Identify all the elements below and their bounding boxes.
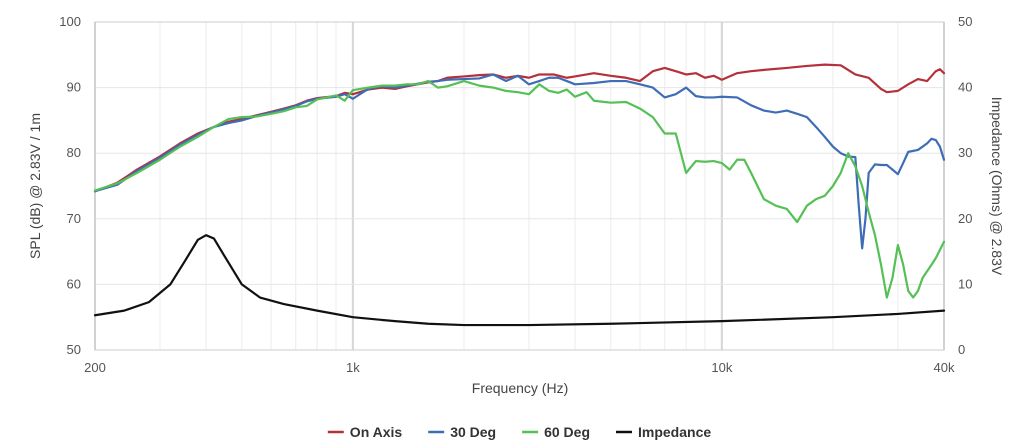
y2-tick-label: 50	[958, 14, 972, 29]
x-tick-label: 40k	[934, 360, 955, 375]
y2-tick-label: 30	[958, 145, 972, 160]
legend-item-on-axis[interactable]: On Axis	[327, 424, 403, 440]
legend-item-impedance[interactable]: Impedance	[616, 424, 711, 440]
y-tick-label: 70	[67, 211, 81, 226]
grid-layer	[94, 21, 945, 351]
legend-label: Impedance	[638, 424, 711, 440]
y-tick-label: 90	[67, 80, 81, 95]
y2-tick-label: 0	[958, 342, 965, 357]
series-layer	[93, 63, 946, 327]
legend-label: On Axis	[350, 424, 403, 440]
x-tick-label: 200	[84, 360, 106, 375]
y2-tick-label: 40	[958, 80, 972, 95]
series-line-30-deg	[93, 73, 946, 250]
legend-item-60-deg[interactable]: 60 Deg	[522, 424, 590, 440]
legend: On Axis 30 Deg 60 Deg Impedance	[327, 424, 711, 440]
legend-label: 30 Deg	[450, 424, 496, 440]
y-tick-label: 60	[67, 276, 81, 291]
y2-tick-label: 10	[958, 276, 972, 291]
y-tick-label: 100	[59, 14, 81, 29]
plot-border	[94, 21, 945, 351]
x-axis-title: Frequency (Hz)	[472, 380, 568, 396]
series-line-60-deg	[93, 79, 946, 299]
y-tick-label: 50	[67, 342, 81, 357]
legend-label: 60 Deg	[544, 424, 590, 440]
y2-axis-title: Impedance (Ohms) @ 2.83V	[989, 97, 1005, 276]
y-tick-label: 80	[67, 145, 81, 160]
series-line-impedance	[93, 234, 946, 327]
legend-item-30-deg[interactable]: 30 Deg	[428, 424, 496, 440]
x-tick-label: 1k	[346, 360, 360, 375]
y2-tick-label: 20	[958, 211, 972, 226]
x-tick-label: 10k	[711, 360, 732, 375]
y-axis-title: SPL (dB) @ 2.83V / 1m	[27, 113, 43, 259]
